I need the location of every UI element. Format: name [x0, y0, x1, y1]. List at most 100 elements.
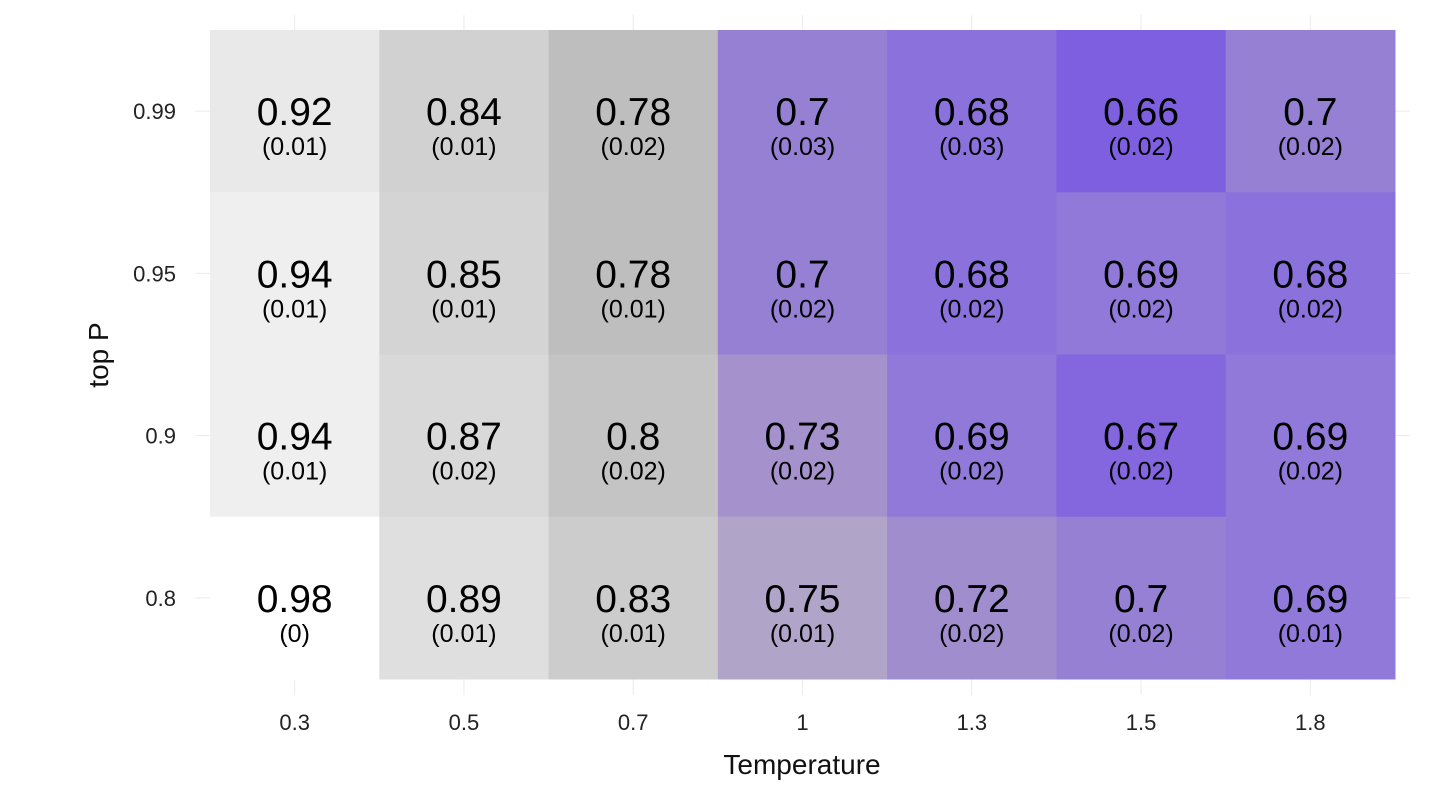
- heatmap-cell: [887, 516, 1057, 680]
- cell-value-label: 0.78: [595, 91, 671, 134]
- x-tick-label: 1.5: [1126, 710, 1157, 735]
- y-axis-ticks: 0.8 0.9 0.95 0.99: [133, 99, 176, 611]
- cell-value-label: 0.94: [257, 416, 333, 459]
- heatmap-cell: [210, 354, 380, 518]
- cell-value-label: 0.69: [1272, 578, 1348, 621]
- heatmap-cell: [717, 30, 888, 193]
- heatmap-cell: [1225, 30, 1396, 193]
- heatmap-cell: [548, 354, 719, 518]
- heatmap-cell: [210, 30, 380, 193]
- heatmap-cell: [1056, 516, 1227, 680]
- heatmap-cell: [717, 354, 888, 518]
- heatmap-cell: [1225, 516, 1396, 680]
- cell-sd-label: (0.03): [770, 133, 835, 161]
- heatmap-cell: [1225, 192, 1396, 355]
- heatmap-cell: [887, 354, 1057, 518]
- heatmap-cell: [887, 192, 1057, 355]
- cell-value-label: 0.69: [1103, 253, 1179, 296]
- cell-value-label: 0.75: [765, 578, 841, 621]
- heatmap-cell: [210, 192, 380, 355]
- cell-value-label: 0.84: [426, 91, 502, 134]
- cell-sd-label: (0.02): [1108, 458, 1173, 486]
- cell-sd-label: (0.01): [431, 620, 496, 648]
- cell-value-label: 0.72: [934, 578, 1010, 621]
- cell-sd-label: (0.02): [939, 295, 1004, 323]
- cell-sd-label: (0.02): [1278, 458, 1343, 486]
- y-axis-title: top P: [83, 322, 114, 387]
- cell-sd-label: (0.01): [431, 133, 496, 161]
- y-tick-label: 0.95: [133, 261, 176, 286]
- heatmap-cell: [1056, 192, 1227, 355]
- cell-value-label: 0.68: [934, 91, 1010, 134]
- cell-value-label: 0.94: [257, 253, 333, 296]
- cell-sd-label: (0.01): [262, 458, 327, 486]
- cell-value-label: 0.7: [775, 91, 829, 134]
- cell-labels: 0.92(0.01)0.84(0.01)0.78(0.02)0.7(0.03)0…: [257, 91, 1349, 648]
- cell-value-label: 0.69: [1272, 416, 1348, 459]
- cell-value-label: 0.98: [257, 578, 333, 621]
- cell-sd-label: (0.01): [431, 295, 496, 323]
- heatmap-cell: [548, 192, 719, 355]
- cell-sd-label: (0.01): [262, 295, 327, 323]
- cell-sd-label: (0.02): [601, 133, 666, 161]
- cell-value-label: 0.68: [934, 253, 1010, 296]
- y-tick-label: 0.8: [145, 586, 176, 611]
- cell-sd-label: (0.02): [770, 458, 835, 486]
- heatmap-cell: [887, 30, 1057, 193]
- cell-value-label: 0.67: [1103, 416, 1179, 459]
- cell-sd-label: (0.02): [1278, 133, 1343, 161]
- cell-value-label: 0.92: [257, 91, 333, 134]
- cell-sd-label: (0): [279, 620, 310, 648]
- x-axis-title: Temperature: [723, 749, 880, 780]
- cell-sd-label: (0.03): [939, 133, 1004, 161]
- heatmap-cell: [1056, 30, 1227, 193]
- cell-value-label: 0.83: [595, 578, 671, 621]
- cell-sd-label: (0.02): [1108, 133, 1173, 161]
- cell-sd-label: (0.01): [262, 133, 327, 161]
- y-tick-label: 0.99: [133, 99, 176, 124]
- heatmap-cell: [379, 354, 550, 518]
- x-tick-label: 0.3: [279, 710, 310, 735]
- cell-value-label: 0.73: [765, 416, 841, 459]
- cell-sd-label: (0.02): [939, 620, 1004, 648]
- cell-sd-label: (0.02): [601, 458, 666, 486]
- heatmap-cell: [379, 192, 550, 355]
- cell-sd-label: (0.01): [601, 295, 666, 323]
- cell-sd-label: (0.02): [939, 458, 1004, 486]
- heatmap-cell: [379, 30, 550, 193]
- x-axis-ticks: 0.3 0.5 0.7 1 1.3 1.5 1.8: [279, 710, 1325, 735]
- x-tick-label: 1.3: [956, 710, 987, 735]
- heatmap-cell: [210, 516, 380, 680]
- heatmap-cell: [379, 516, 550, 680]
- cell-sd-label: (0.02): [431, 458, 496, 486]
- heatmap-cell: [548, 30, 719, 193]
- cell-value-label: 0.89: [426, 578, 502, 621]
- x-tick-label: 0.5: [449, 710, 480, 735]
- heatmap-cell: [717, 516, 888, 680]
- cell-sd-label: (0.02): [1108, 295, 1173, 323]
- heatmap-cell: [717, 192, 888, 355]
- heatmap-cell: [548, 516, 719, 680]
- cell-value-label: 0.7: [1283, 91, 1337, 134]
- cell-sd-label: (0.01): [1278, 620, 1343, 648]
- cell-value-label: 0.7: [1114, 578, 1168, 621]
- x-tick-label: 1.8: [1295, 710, 1326, 735]
- cell-sd-label: (0.01): [770, 620, 835, 648]
- cell-value-label: 0.66: [1103, 91, 1179, 134]
- cell-value-label: 0.78: [595, 253, 671, 296]
- x-tick-label: 0.7: [618, 710, 649, 735]
- x-tick-label: 1: [796, 710, 808, 735]
- cell-value-label: 0.7: [775, 253, 829, 296]
- cell-sd-label: (0.02): [1108, 620, 1173, 648]
- heatmap-cell: [1225, 354, 1396, 518]
- heatmap-cell: [1056, 354, 1227, 518]
- cell-value-label: 0.87: [426, 416, 502, 459]
- cell-value-label: 0.68: [1272, 253, 1348, 296]
- cell-sd-label: (0.02): [1278, 295, 1343, 323]
- cell-sd-label: (0.02): [770, 295, 835, 323]
- y-tick-label: 0.9: [145, 424, 176, 449]
- cell-value-label: 0.8: [606, 416, 660, 459]
- cell-value-label: 0.69: [934, 416, 1010, 459]
- heatmap-cells: [210, 30, 1396, 680]
